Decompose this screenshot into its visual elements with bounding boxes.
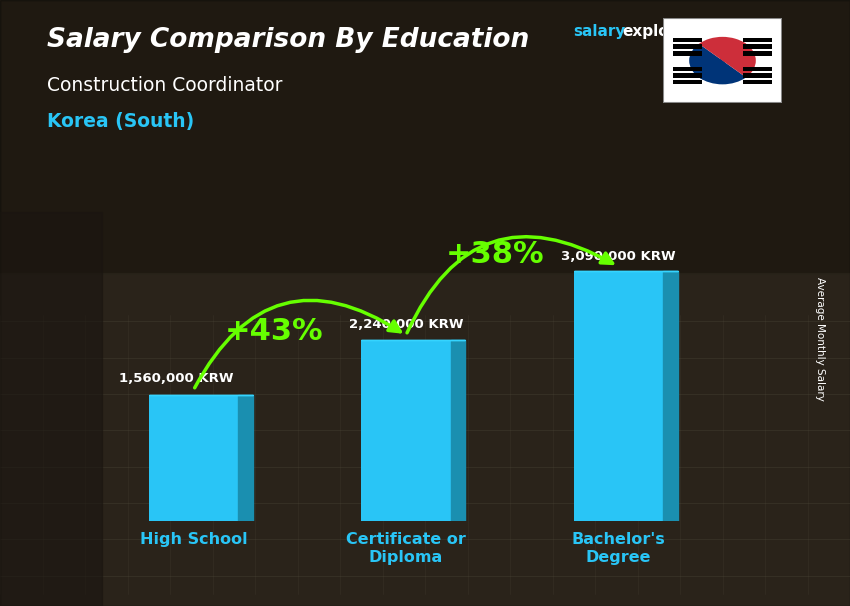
FancyBboxPatch shape [361, 340, 450, 521]
Text: Construction Coordinator: Construction Coordinator [47, 76, 282, 95]
Polygon shape [663, 271, 677, 521]
Bar [743, 44, 773, 48]
Bar [743, 73, 773, 78]
Text: salary: salary [574, 24, 626, 39]
Bar [672, 67, 702, 71]
FancyBboxPatch shape [574, 271, 663, 521]
FancyBboxPatch shape [149, 395, 238, 521]
Text: 3,090,000 KRW: 3,090,000 KRW [561, 250, 676, 262]
Bar [0, 273, 850, 606]
Text: Average Monthly Salary: Average Monthly Salary [815, 278, 825, 401]
Text: Korea (South): Korea (South) [47, 112, 194, 131]
Bar [743, 67, 773, 71]
Bar [672, 44, 702, 48]
Bar [743, 38, 773, 42]
Bar [0, 212, 102, 606]
Text: +43%: +43% [224, 317, 324, 346]
Wedge shape [689, 44, 746, 84]
Bar [672, 38, 702, 42]
Bar [672, 80, 702, 84]
Polygon shape [238, 395, 253, 521]
Circle shape [717, 41, 751, 64]
Text: 2,240,000 KRW: 2,240,000 KRW [348, 318, 463, 331]
Polygon shape [450, 340, 466, 521]
Bar [743, 52, 773, 56]
Bar [0, 0, 850, 273]
Circle shape [694, 57, 728, 81]
Text: 1,560,000 KRW: 1,560,000 KRW [119, 373, 234, 385]
Bar [672, 73, 702, 78]
Bar [672, 52, 702, 56]
Wedge shape [699, 37, 756, 78]
Bar [743, 80, 773, 84]
Text: explorer.com: explorer.com [622, 24, 733, 39]
Text: Salary Comparison By Education: Salary Comparison By Education [47, 27, 529, 53]
Text: +38%: +38% [445, 240, 545, 269]
